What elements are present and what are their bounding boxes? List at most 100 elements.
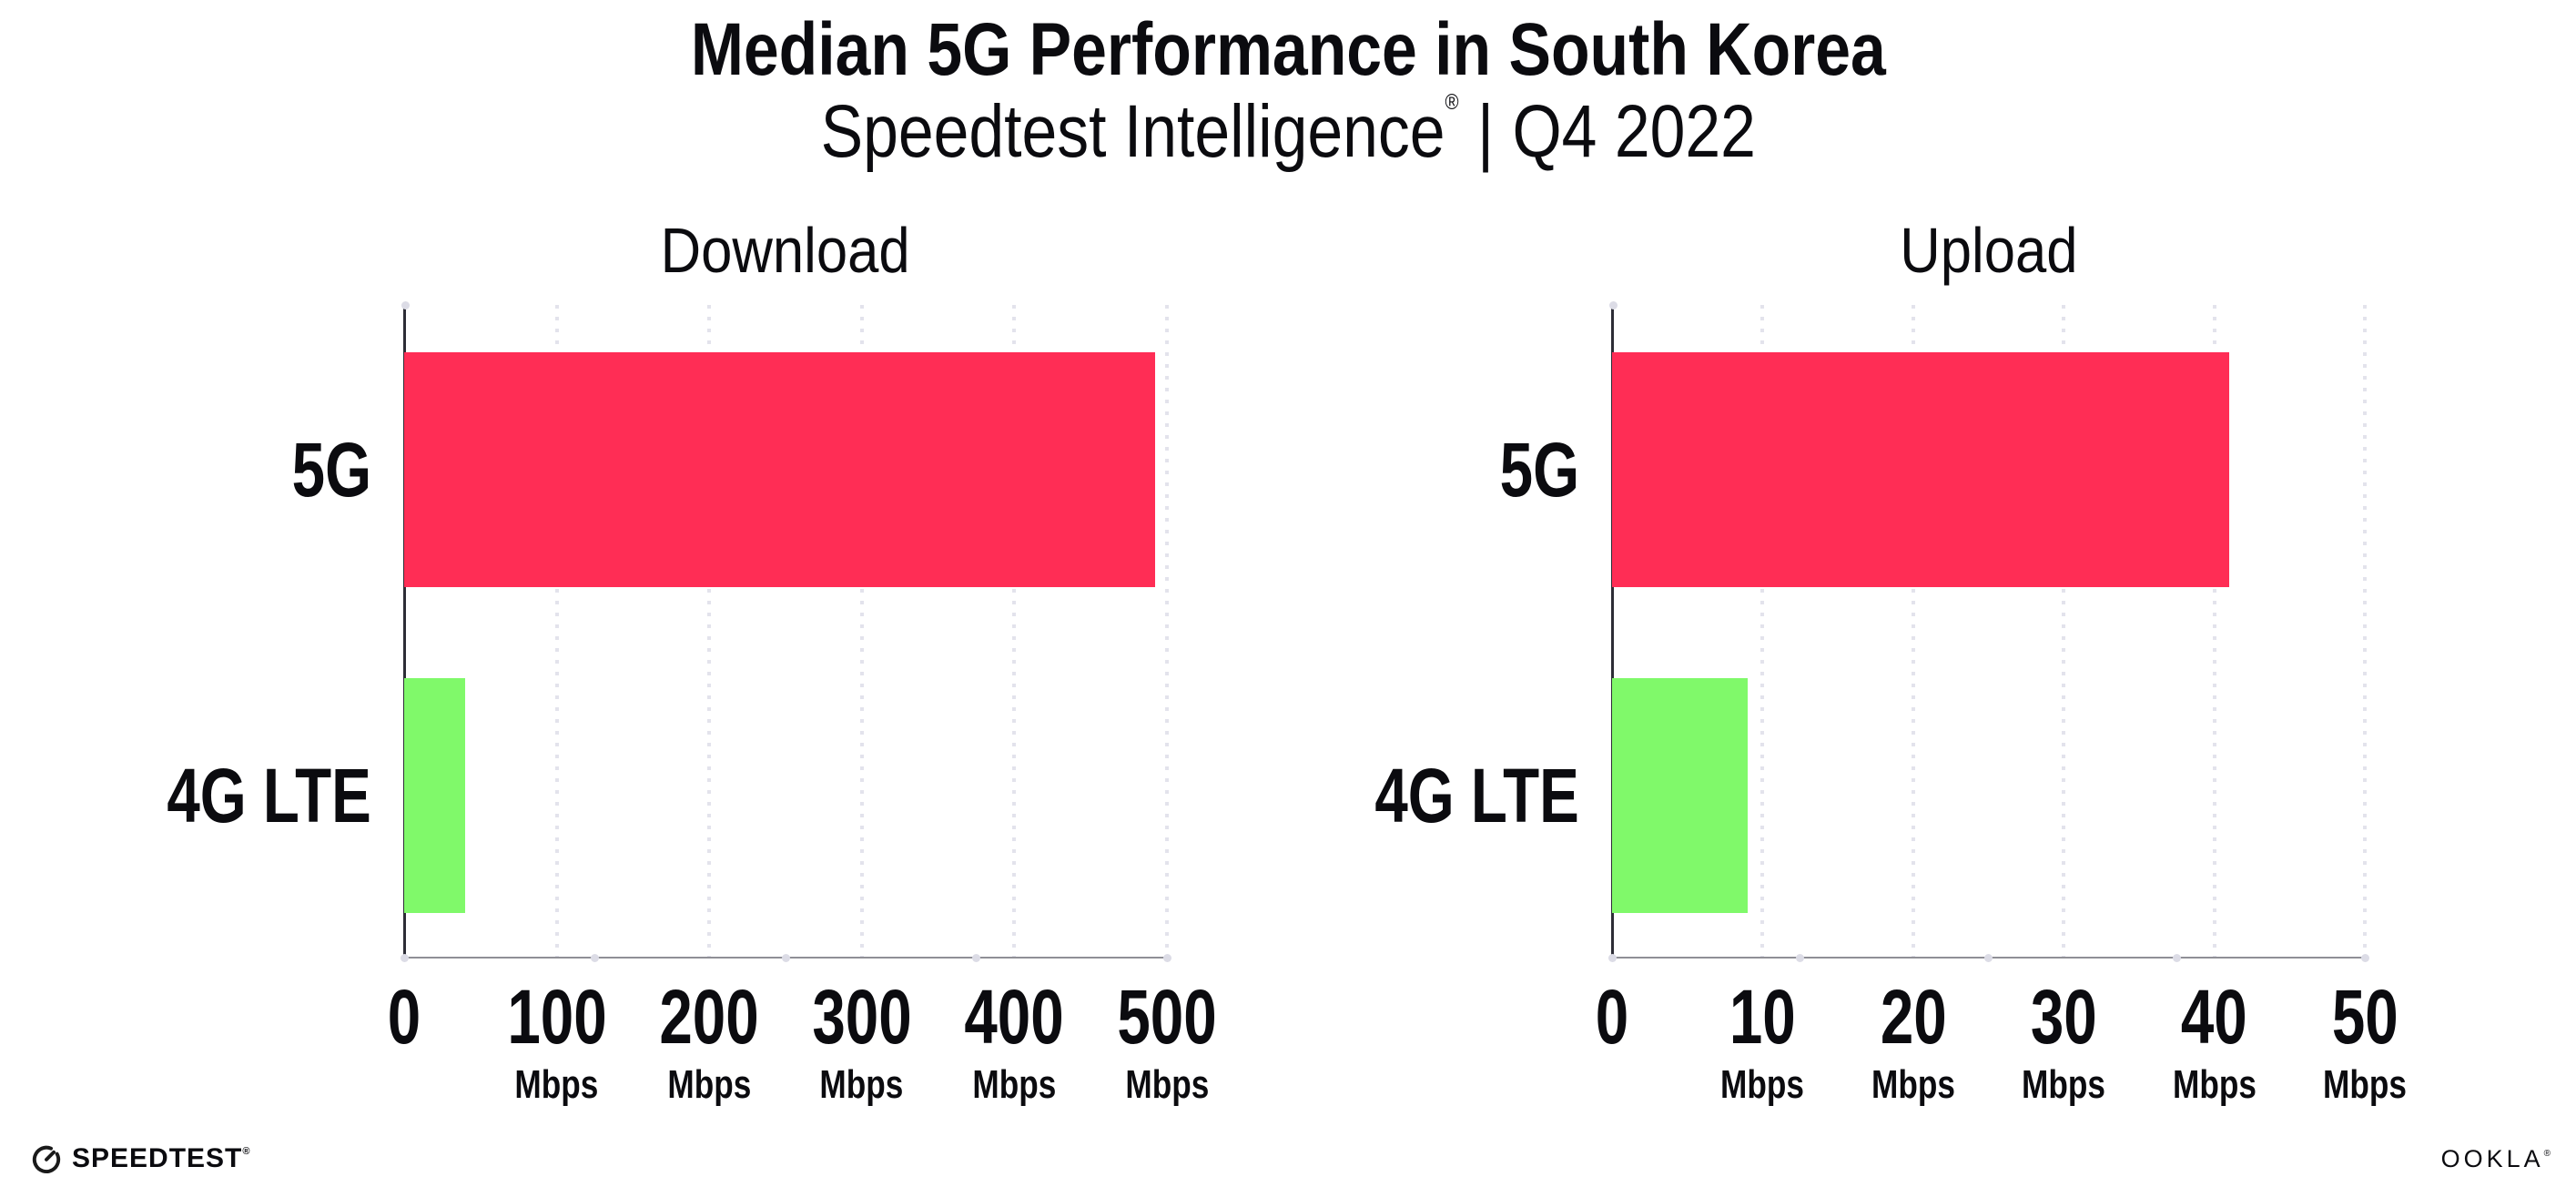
subtitle-period: Q4 2022 [1512,90,1756,173]
speedtest-gauge-icon [32,1145,61,1173]
x-tick-500: 500 Mbps [1103,974,1231,1107]
x-tick-unit: Mbps [798,1061,926,1107]
x-tick-value: 300 [798,979,926,1055]
download-chart: Download 0 100 Mbps 200 Mbps 300 Mbps 400 Mbps 50… [167,218,1217,1104]
page-subtitle-text: Speedtest Intelligence® | Q4 2022 [820,91,1755,171]
x-tick-value-text: 500 [1117,974,1217,1060]
x-tick-unit: Mbps [1861,1064,1965,1105]
ookla-registered-mark: ® [2543,1149,2551,1159]
category-label-4g-lte: 4G LTE [1252,678,1579,913]
x-axis-dot-100 [1162,954,1171,962]
download-plot-area [400,301,1171,962]
y-axis-line [1611,305,1614,958]
category-label-text: 5G [291,427,371,512]
x-axis-dot-100 [2360,954,2369,962]
x-tick-unit-text: Mbps [1125,1061,1209,1107]
x-tick-40: 40 Mbps [2162,974,2267,1105]
x-axis-dot-0 [400,954,409,962]
x-tick-100: 100 Mbps [493,974,621,1105]
download-chart-title: Download [661,215,910,286]
x-tick-unit: Mbps [1710,1061,1815,1107]
x-tick-value-text: 200 [659,974,759,1060]
x-axis-dot-25 [1796,954,1805,962]
x-tick-unit: Mbps [2012,1064,2116,1105]
x-tick-value: 200 [645,974,773,1060]
gridline-30 [2062,305,2066,958]
x-axis-dot-75 [2172,954,2181,962]
x-tick-value: 400 [950,974,1078,1060]
gridline-200 [707,305,712,958]
x-tick-value: 20 [1861,974,1965,1060]
upload-bar-4g-lte [1612,678,1748,913]
x-tick-value-text: 30 [2030,974,2097,1060]
y-axis-top-dot [401,301,410,309]
download-bar-4g-lte [404,678,466,913]
x-tick-200: 200 Mbps [645,974,773,1107]
x-axis-dot-50 [781,954,790,962]
download-bar-5g [404,352,1155,587]
x-tick-unit-text: Mbps [2323,1061,2407,1107]
x-tick-400: 400 Mbps [950,974,1078,1107]
registered-mark-icon: ® [1445,90,1459,115]
x-tick-value-text: 20 [1880,974,1947,1060]
upload-chart: Upload 0 10 Mbps 20 Mbps 30 Mbps 40 Mbps 50 Mbps 5… [1375,218,2407,1104]
download-x-axis-ticks: 0 100 Mbps 200 Mbps 300 Mbps 400 Mbps 500 Mbps [388,974,1217,1145]
gridline-300 [859,305,864,958]
upload-x-axis-ticks: 0 10 Mbps 20 Mbps 30 Mbps 40 Mbps 50 Mbps [1596,974,2407,1145]
gridline-10 [1760,305,1765,958]
category-label-text: 4G LTE [1374,753,1579,838]
x-tick-unit: Mbps [950,1061,1078,1107]
page-title-text: Median 5G Performance in South Korea [690,8,1886,91]
x-tick-value-text: 10 [1729,974,1796,1060]
category-label-5g: 5G [44,352,371,587]
page-subtitle: Speedtest Intelligence® | Q4 2022 [0,91,2576,171]
category-label-text: 5G [1499,427,1579,512]
gridline-100 [554,305,559,958]
upload-chart-title: Upload [1899,215,2078,286]
x-axis-dot-50 [1984,954,1993,962]
category-label-5g: 5G [1252,352,1579,587]
x-tick-10: 10 Mbps [1710,974,1815,1107]
category-label-4g-lte: 4G LTE [44,678,371,913]
category-label-text: 4G LTE [167,753,371,838]
x-axis-dot-25 [591,954,599,962]
x-tick-unit: Mbps [493,1064,621,1105]
y-axis-line [403,305,406,958]
x-tick-value-text: 50 [2331,974,2399,1060]
x-tick-value: 50 [2313,974,2418,1060]
x-tick-30: 30 Mbps [2012,974,2116,1105]
x-tick-unit: Mbps [645,1061,773,1107]
x-tick-value: 10 [1710,974,1815,1060]
x-tick-value-text: 100 [506,974,607,1060]
gridline-50 [2363,305,2367,958]
x-axis-dot-0 [1607,954,1617,962]
x-tick-value-text: 400 [964,974,1065,1060]
x-tick-value: 100 [493,974,621,1060]
speedtest-logo: SPEEDTEST® [31,1143,250,1174]
gridline-400 [1012,305,1017,958]
x-tick-value: 40 [2162,974,2267,1060]
gridline-500 [1165,305,1169,958]
x-tick-value-text: 40 [2181,974,2248,1060]
speedtest-wordmark: SPEEDTEST® [72,1143,251,1173]
x-tick-value: 30 [2012,974,2116,1060]
y-axis-top-dot [1608,301,1618,309]
x-tick-unit-text: Mbps [1720,1061,1805,1107]
x-tick-value: 500 [1103,974,1231,1060]
gridline-20 [1911,305,1915,958]
x-tick-unit: Mbps [1103,1061,1231,1107]
subtitle-brand: Speedtest Intelligence [820,90,1445,173]
x-tick-value: 0 [1591,979,1634,1055]
x-tick-unit: Mbps [2313,1061,2418,1107]
gridline-40 [2212,305,2216,958]
page-title: Median 5G Performance in South Korea [0,8,2576,91]
x-axis-dot-75 [972,954,980,962]
x-tick-unit-text: Mbps [819,1061,904,1107]
x-tick-300: 300 Mbps [798,979,926,1107]
x-tick-unit-text: Mbps [972,1061,1057,1107]
x-tick-value: 0 [383,979,426,1055]
x-tick-0: 0 [383,979,426,1055]
x-tick-unit-text: Mbps [667,1061,752,1107]
ookla-wordmark: OOKLA [2440,1145,2544,1172]
